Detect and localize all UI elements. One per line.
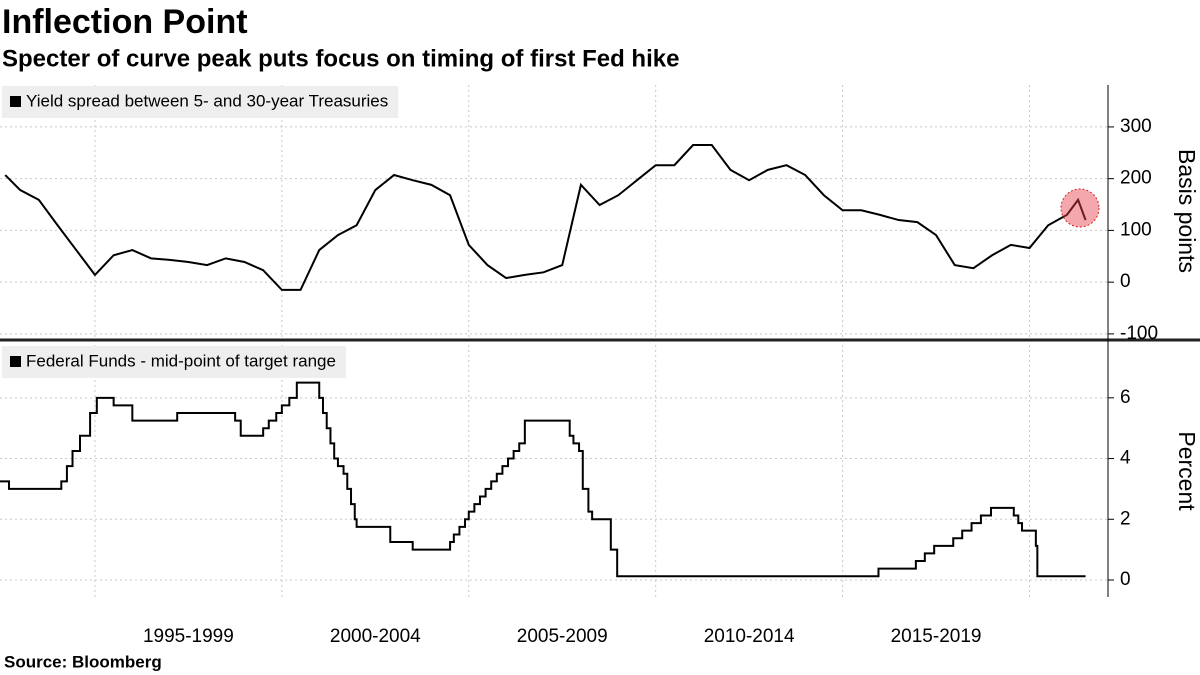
y-tick-label: 0 — [1120, 569, 1131, 590]
x-tick-label: 2010-2014 — [704, 626, 795, 647]
source: Source: Bloomberg — [4, 652, 162, 671]
y-axis-title: Basis points — [1174, 149, 1200, 273]
legend-label: Yield spread between 5- and 30-year Trea… — [26, 91, 388, 110]
x-tick-label: 1995-1999 — [143, 626, 234, 647]
chart-title: Inflection Point — [2, 3, 248, 41]
y-tick-label: 300 — [1120, 116, 1152, 137]
legend-box — [2, 346, 346, 378]
highlight-circle — [1060, 188, 1100, 228]
y-tick-label: 6 — [1120, 387, 1131, 408]
y-tick-label: 4 — [1120, 448, 1131, 469]
y-tick-label: -100 — [1120, 323, 1158, 344]
legend-label: Federal Funds - mid-point of target rang… — [26, 351, 336, 370]
legend: Yield spread between 5- and 30-year Trea… — [2, 86, 399, 118]
y-axis-title: Percent — [1174, 431, 1200, 511]
legend-swatch — [10, 96, 21, 107]
legend: Federal Funds - mid-point of target rang… — [2, 346, 346, 378]
chart-subtitle: Specter of curve peak puts focus on timi… — [2, 45, 679, 72]
y-tick-label: 0 — [1120, 271, 1131, 292]
x-tick-label: 2015-2019 — [891, 626, 982, 647]
legend-box — [2, 86, 399, 118]
x-tick-label: 2000-2004 — [330, 626, 421, 647]
y-tick-label: 200 — [1120, 168, 1152, 189]
series-line — [4, 144, 1087, 291]
legend-swatch — [10, 356, 21, 367]
x-tick-label: 2005-2009 — [517, 626, 608, 647]
y-tick-label: 100 — [1120, 219, 1152, 240]
y-tick-label: 2 — [1120, 508, 1131, 529]
series-line — [0, 381, 1086, 578]
